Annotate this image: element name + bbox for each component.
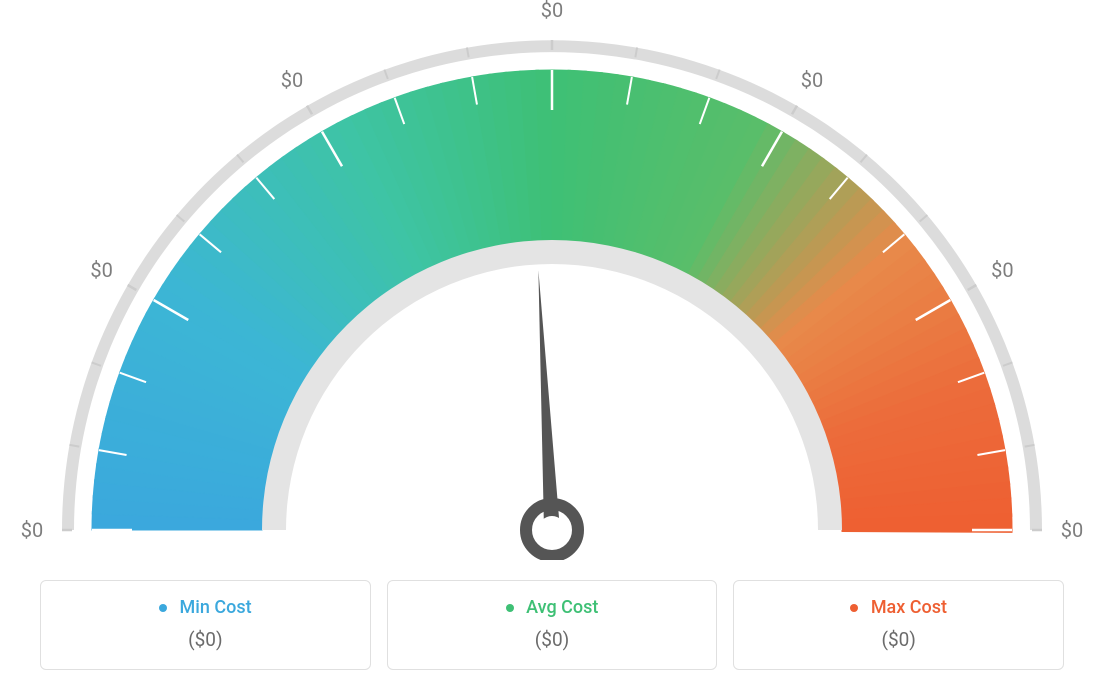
- tick-label: $0: [90, 258, 112, 282]
- legend-avg: Avg Cost ($0): [387, 580, 718, 670]
- tick-label: $0: [1061, 518, 1083, 542]
- dot-min: [159, 604, 167, 612]
- legend-max-title: Max Cost: [734, 597, 1063, 618]
- legend-avg-label: Avg Cost: [526, 597, 598, 618]
- legend-max-value: ($0): [734, 628, 1063, 651]
- tick-label: $0: [801, 68, 823, 92]
- legend-max: Max Cost ($0): [733, 580, 1064, 670]
- legend-min-title: Min Cost: [41, 597, 370, 618]
- tick-label: $0: [21, 518, 43, 542]
- tick-label: $0: [991, 258, 1013, 282]
- legend-min-value: ($0): [41, 628, 370, 651]
- legend-avg-title: Avg Cost: [388, 597, 717, 618]
- dot-avg: [506, 604, 514, 612]
- dot-max: [850, 604, 858, 612]
- gauge-chart: $0 $0 $0 $0 $0 $0 $0: [0, 0, 1104, 560]
- legend-max-label: Max Cost: [871, 597, 947, 618]
- legend-row: Min Cost ($0) Avg Cost ($0) Max Cost ($0…: [40, 580, 1064, 670]
- legend-min-label: Min Cost: [180, 597, 252, 618]
- legend-avg-value: ($0): [388, 628, 717, 651]
- tick-label: $0: [281, 68, 303, 92]
- legend-min: Min Cost ($0): [40, 580, 371, 670]
- gauge-svg: [0, 0, 1104, 560]
- tick-label: $0: [541, 0, 563, 22]
